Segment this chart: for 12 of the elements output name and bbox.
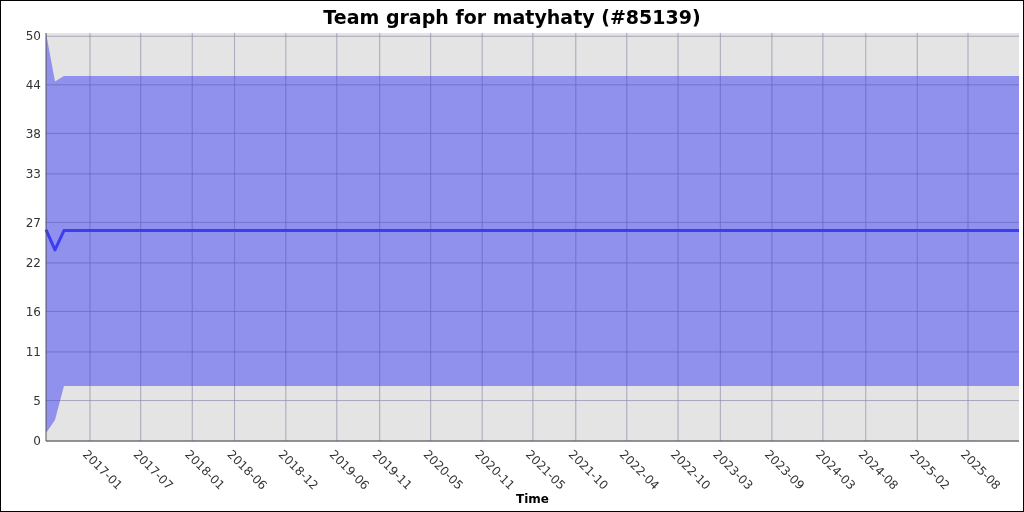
y-tick-label: 27 xyxy=(25,215,41,230)
y-tick-label: 11 xyxy=(25,345,41,360)
y-tick-label: 16 xyxy=(25,304,41,319)
y-tick-label: 0 xyxy=(33,434,41,449)
x-axis-title: Time xyxy=(516,492,549,506)
chart-title: Team graph for matyhaty (#85139) xyxy=(323,6,701,28)
y-tick-label: 22 xyxy=(25,256,41,271)
y-tick-label: 33 xyxy=(25,167,41,182)
y-tick-label: 44 xyxy=(25,78,41,93)
y-tick-label: 5 xyxy=(33,393,41,408)
y-tick-label: 38 xyxy=(25,126,41,141)
y-tick-label: 50 xyxy=(25,29,41,44)
